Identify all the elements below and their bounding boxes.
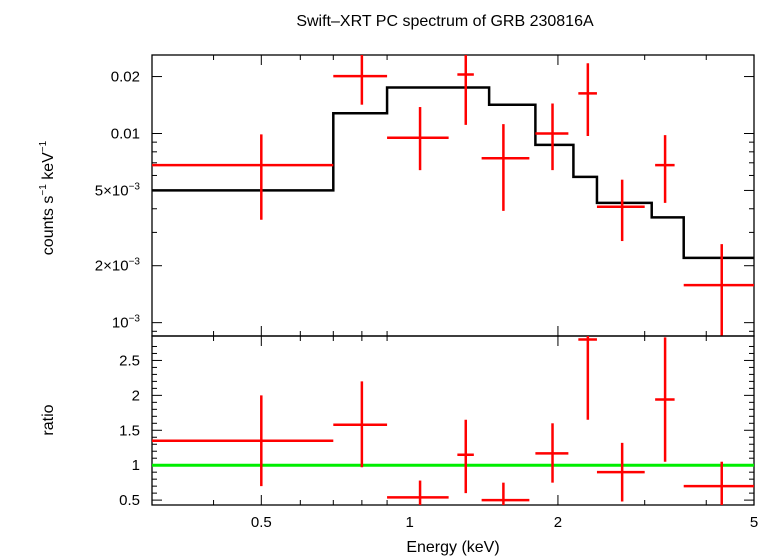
data-point (387, 107, 449, 171)
ylabel-main: counts s (40, 196, 57, 256)
data-point (387, 480, 449, 505)
data-point (481, 124, 530, 211)
x-tick-label: 2 (554, 514, 562, 531)
data-point (481, 482, 530, 505)
x-axis-label: Energy (keV) (406, 539, 499, 556)
data-point (457, 55, 474, 125)
ratio-panel-frame (151, 335, 755, 506)
data-point (152, 134, 334, 220)
data-point (333, 55, 388, 105)
data-point (578, 336, 597, 420)
x-tick-label: 5 (750, 514, 758, 531)
x-tick-label: 0.5 (251, 514, 272, 531)
spectrum-y-ticks: 0.02 0.01 5×10−3 2×10−3 10−3 (95, 69, 754, 332)
data-point (596, 179, 645, 242)
data-point (578, 63, 597, 136)
spectrum-x-ticks (151, 55, 755, 336)
spectrum-y-axis-label: counts s−1 keV−1 (38, 140, 57, 255)
y-tick-label: 10−3 (112, 314, 141, 332)
ratio-y-ticks: 0.5 1 1.5 2 2.5 (119, 345, 754, 509)
ratio-data-points (152, 336, 754, 505)
y-tick-label: 0.01 (111, 125, 140, 142)
y-tick-label: 0.5 (119, 492, 140, 509)
y-tick-label: 2.5 (119, 352, 140, 369)
data-point (535, 423, 569, 483)
data-point (596, 442, 645, 502)
y-tick-label: 2×10−3 (95, 257, 141, 275)
ratio-x-ticks (151, 336, 755, 505)
data-point (655, 337, 675, 462)
y-tick-label: 1 (132, 457, 140, 474)
y-tick-label: 1.5 (119, 422, 140, 439)
ylabel-mid: keV (40, 152, 57, 184)
data-point (535, 103, 569, 171)
x-tick-labels: 0.5 1 2 5 (251, 514, 758, 531)
data-point (655, 135, 675, 203)
spectrum-panel: 0.020.015×10−32×10−310−3 counts s−1 keV−… (38, 54, 755, 337)
ratio-y-axis-label: ratio (40, 404, 57, 435)
data-point (683, 244, 754, 336)
chart-title: Swift–XRT PC spectrum of GRB 230816A (296, 13, 594, 30)
model-step-line (152, 86, 754, 260)
y-tick-label: 0.02 (111, 69, 140, 86)
x-tick-label: 1 (405, 514, 413, 531)
model-step-path (152, 86, 754, 260)
data-point (333, 381, 388, 468)
ylabel-sup1: −1 (38, 184, 49, 196)
spectrum-data-points (152, 55, 754, 336)
data-point (152, 395, 334, 487)
y-tick-label: 5×10−3 (95, 181, 141, 199)
ylabel-sup2: −1 (38, 140, 49, 152)
spectrum-panel-frame (151, 54, 755, 337)
y-tick-label: 2 (132, 387, 140, 404)
ratio-panel: 0.5 1 1.5 2 2.5 ratio (40, 335, 755, 509)
data-point (683, 461, 754, 505)
data-point (457, 419, 474, 494)
